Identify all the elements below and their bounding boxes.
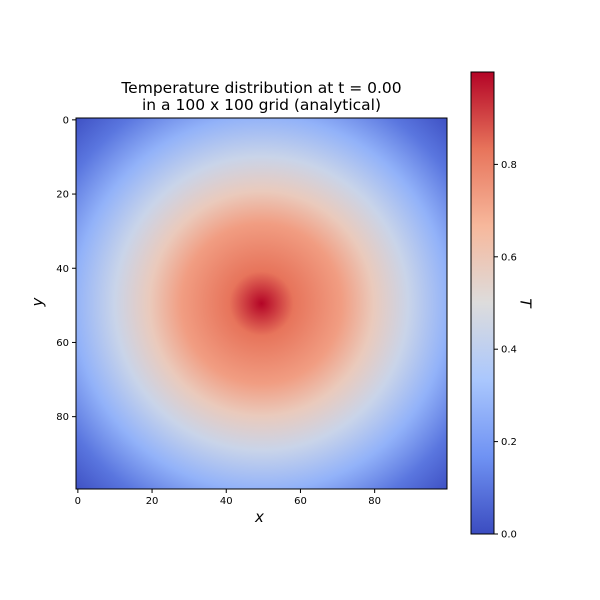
x-tick-label: 40 bbox=[220, 496, 233, 507]
colorbar-frame bbox=[470, 71, 495, 535]
colorbar-tick-label: 0.2 bbox=[501, 437, 517, 448]
colorbar-ticks: 0.0 0.2 0.4 0.6 0.8 bbox=[494, 160, 517, 541]
y-axis-ticks: 0 20 40 60 80 bbox=[56, 115, 76, 423]
heatmap-frame bbox=[75, 117, 448, 490]
colorbar bbox=[471, 72, 494, 534]
y-tick-label: 0 bbox=[63, 115, 69, 126]
y-axis-label: y bbox=[28, 297, 47, 307]
colorbar-label: T bbox=[516, 298, 535, 308]
chart-title-line-1: Temperature distribution at t = 0.00 bbox=[121, 79, 402, 97]
x-axis-ticks: 0 20 40 60 80 bbox=[75, 489, 381, 507]
colorbar-tick-label: 0.6 bbox=[501, 252, 517, 263]
chart-title-line-2: in a 100 x 100 grid (analytical) bbox=[142, 96, 381, 114]
y-tick-label: 40 bbox=[56, 264, 69, 275]
colorbar-tick-label: 0.8 bbox=[501, 160, 517, 171]
y-tick-label: 80 bbox=[56, 412, 69, 423]
heatmap-image bbox=[76, 118, 447, 489]
x-tick-label: 60 bbox=[294, 496, 307, 507]
colorbar-tick-label: 0.0 bbox=[501, 530, 517, 541]
x-tick-label: 80 bbox=[368, 496, 381, 507]
x-tick-label: 20 bbox=[146, 496, 159, 507]
colorbar-tick-label: 0.4 bbox=[501, 345, 517, 356]
y-tick-label: 20 bbox=[56, 190, 69, 201]
x-axis-label: x bbox=[255, 508, 264, 526]
x-tick-label: 0 bbox=[75, 496, 81, 507]
y-tick-label: 60 bbox=[56, 338, 69, 349]
